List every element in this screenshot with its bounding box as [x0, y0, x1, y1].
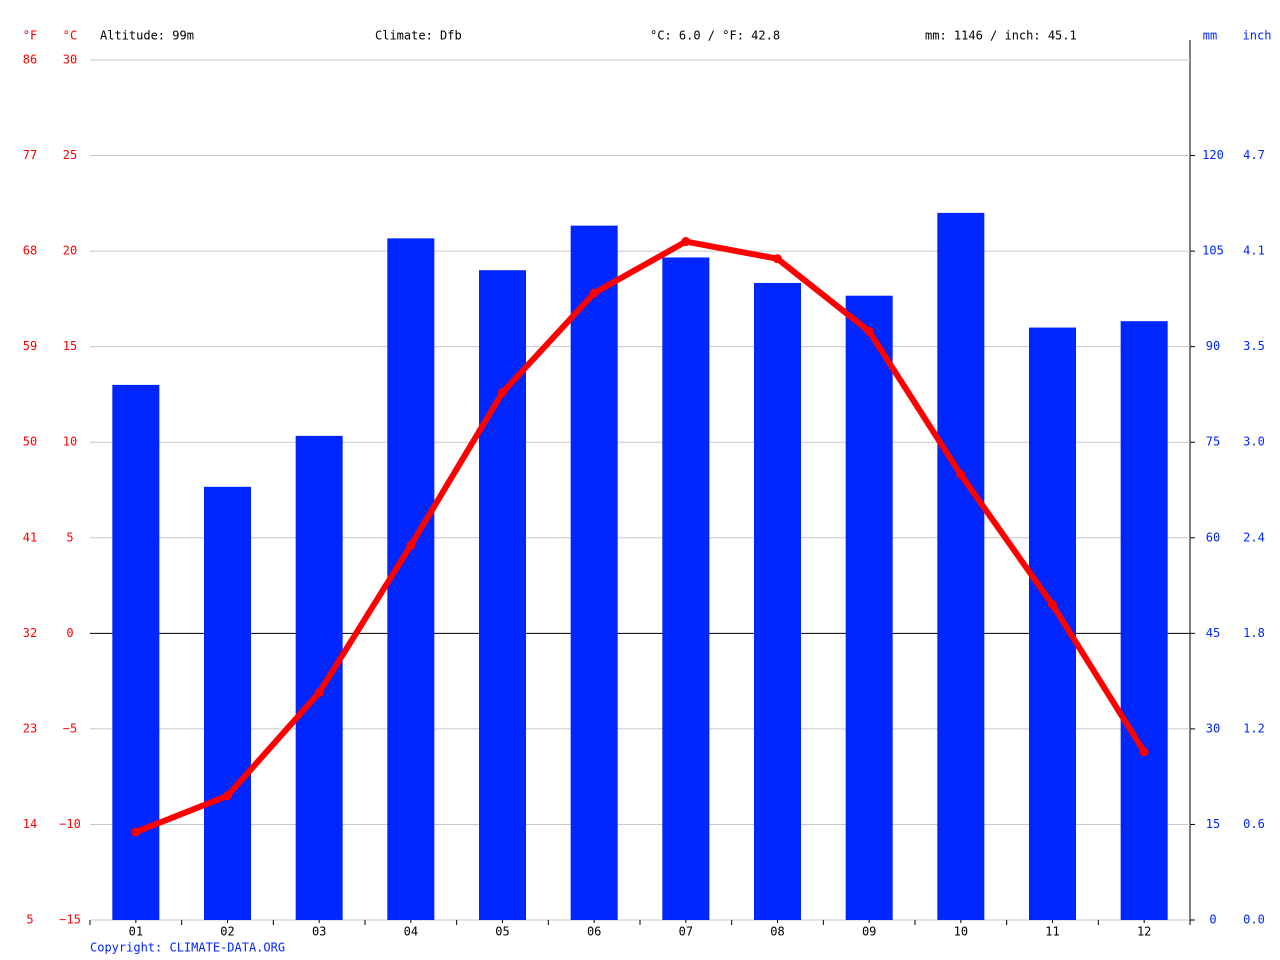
x-tick-label: 01: [129, 925, 143, 939]
tick-label: 105: [1202, 244, 1224, 258]
precipitation-bar: [570, 225, 618, 920]
tick-label: 86: [23, 53, 37, 67]
tick-label: 15: [63, 339, 77, 353]
tick-label: 30: [1206, 721, 1220, 735]
precipitation-bar: [662, 257, 710, 921]
tick-label: 3.5: [1243, 339, 1265, 353]
tick-label: 4.1: [1243, 244, 1265, 258]
x-tick-label: 04: [404, 925, 418, 939]
annotation: Climate: Dfb: [375, 29, 462, 43]
x-tick-label: 12: [1137, 925, 1151, 939]
tick-label: 45: [1206, 626, 1220, 640]
tick-label: 15: [1206, 817, 1220, 831]
copyright: Copyright: CLIMATE-DATA.ORG: [90, 941, 285, 955]
x-tick-label: 11: [1045, 925, 1059, 939]
tick-label: 1.2: [1243, 721, 1265, 735]
tick-label: 4.7: [1243, 148, 1265, 162]
temperature-point: [773, 254, 782, 264]
x-tick-label: 03: [312, 925, 326, 939]
temperature-point: [1048, 600, 1057, 610]
tick-label: 32: [23, 626, 37, 640]
precipitation-bar: [1029, 327, 1076, 920]
tick-label: 10: [63, 435, 77, 449]
precipitation-bar: [937, 212, 985, 920]
precipitation-bar: [112, 384, 160, 920]
tick-label: 2.4: [1243, 530, 1265, 544]
inch-axis-label: inch: [1243, 29, 1272, 43]
tick-label: 0: [1209, 913, 1216, 927]
x-tick-label: 05: [495, 925, 509, 939]
temperature-point: [131, 827, 141, 837]
tick-label: 23: [23, 721, 37, 735]
x-tick-label: 08: [770, 925, 784, 939]
tick-label: 90: [1206, 339, 1220, 353]
x-tick-label: 02: [220, 925, 234, 939]
precipitation-bar: [295, 435, 343, 920]
tick-label: 59: [23, 339, 37, 353]
tick-label: −10: [59, 817, 81, 831]
tick-label: 60: [1206, 530, 1220, 544]
precipitation-bar: [387, 238, 435, 921]
temperature-point: [314, 688, 324, 698]
temperature-line: [132, 238, 1148, 836]
tick-label: 25: [63, 148, 77, 162]
temperature-point: [864, 326, 874, 336]
x-tick-label: 10: [954, 925, 968, 939]
tick-label: 75: [1206, 435, 1220, 449]
tick-label: 3.0: [1243, 435, 1265, 449]
annotation: Altitude: 99m: [100, 29, 194, 43]
tick-label: 0.0: [1243, 913, 1265, 927]
tick-label: 41: [23, 530, 37, 544]
c-axis-label: °C: [63, 29, 77, 43]
tick-label: 0.6: [1243, 817, 1265, 831]
temperature-point: [406, 540, 416, 550]
tick-label: −15: [59, 913, 81, 927]
tick-label: 30: [63, 53, 77, 67]
precipitation-bar: [754, 282, 801, 920]
tick-label: 20: [63, 244, 77, 258]
precipitation-bar: [845, 295, 893, 920]
x-tick-label: 07: [679, 925, 693, 939]
tick-label: 1.8: [1243, 626, 1265, 640]
precipitation-bar: [204, 486, 251, 920]
x-tick-label: 06: [587, 925, 601, 939]
f-axis-label: °F: [23, 29, 37, 43]
temperature-point: [589, 288, 599, 298]
tick-label: 5: [26, 913, 33, 927]
tick-label: 120: [1202, 148, 1224, 162]
temperature-point: [956, 470, 966, 480]
tick-label: 5: [66, 530, 73, 544]
temperature-point: [223, 791, 232, 801]
mm-axis-label: mm: [1203, 29, 1217, 43]
precipitation-bar: [479, 270, 526, 920]
annotation: mm: 1146 / inch: 45.1: [925, 29, 1077, 43]
annotation: °C: 6.0 / °F: 42.8: [650, 29, 780, 43]
temperature-point: [498, 388, 507, 398]
precipitation-bar: [1120, 321, 1168, 920]
temperature-point: [681, 237, 691, 247]
temperature-point: [1139, 747, 1149, 757]
tick-label: 77: [23, 148, 37, 162]
tick-label: 14: [23, 817, 37, 831]
x-tick-label: 09: [862, 925, 876, 939]
tick-label: 68: [23, 244, 37, 258]
tick-label: 0: [66, 626, 73, 640]
tick-label: 50: [23, 435, 37, 449]
tick-label: −5: [63, 721, 77, 735]
